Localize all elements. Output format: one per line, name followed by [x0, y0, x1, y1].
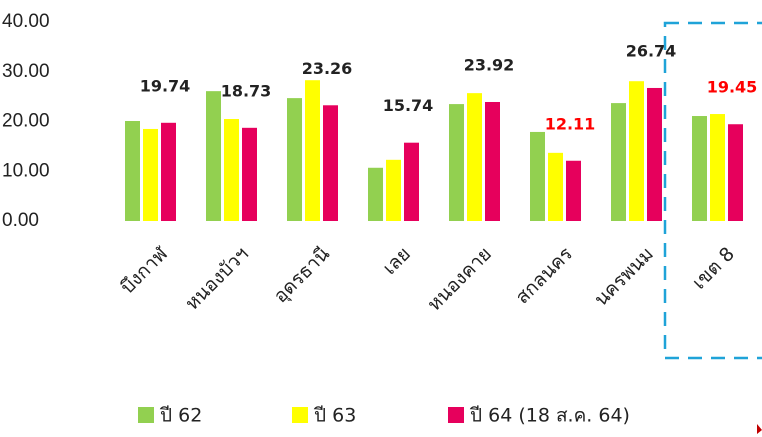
y-tick-label: 0.00: [2, 210, 39, 231]
bar: [224, 119, 239, 221]
bar: [647, 87, 662, 221]
value-label: 26.74: [626, 41, 677, 60]
value-label: 15.74: [383, 96, 434, 115]
bar: [629, 81, 644, 221]
value-label: 23.26: [302, 59, 353, 78]
bar: [728, 124, 743, 221]
highlight-box: [663, 21, 762, 360]
bar: [323, 105, 338, 221]
bar: [404, 142, 419, 221]
bar: [449, 104, 464, 221]
value-label: 18.73: [221, 81, 272, 100]
bar: [485, 101, 500, 221]
x-tick-label: เลย: [379, 243, 415, 279]
corner-mark: [757, 424, 762, 434]
bar: [710, 114, 725, 221]
legend-label: ปี 62: [159, 405, 202, 427]
value-label: 23.92: [464, 55, 515, 74]
x-tick-label: บึงกาฬ: [116, 242, 172, 298]
x-tick-label: เขต 8: [688, 243, 739, 294]
bar: [125, 121, 140, 221]
bar: [692, 116, 707, 221]
bar: [467, 93, 482, 221]
bar: [242, 127, 257, 221]
bar: [611, 103, 626, 221]
y-tick-label: 20.00: [2, 111, 50, 132]
bar: [143, 128, 158, 221]
value-label: 19.74: [140, 76, 191, 95]
bar: [206, 91, 221, 221]
bar: [287, 98, 302, 221]
legend-swatch: [448, 407, 464, 423]
bar: [386, 159, 401, 221]
bar: [368, 167, 383, 221]
x-tick-label: หนองบัวฯ: [181, 243, 253, 315]
bar: [161, 122, 176, 221]
x-tick-label: นครพนม: [590, 243, 658, 311]
legend-swatch: [292, 407, 308, 423]
x-tick-label: อุดรธานี: [269, 243, 334, 308]
legend-label: ปี 63: [313, 405, 356, 427]
x-tick-label: หนองคาย: [423, 243, 496, 316]
x-tick-label: สกลนคร: [511, 243, 577, 309]
bar: [548, 152, 563, 221]
value-label: 19.45: [707, 78, 758, 97]
y-tick-label: 10.00: [2, 160, 50, 181]
legend-label: ปี 64 (18 ส.ค. 64): [469, 405, 630, 427]
legend-swatch: [138, 407, 154, 423]
bar: [305, 80, 320, 222]
bar: [566, 160, 581, 221]
bar: [530, 131, 545, 221]
y-tick-label: 40.00: [2, 11, 50, 32]
y-tick-label: 30.00: [2, 61, 50, 82]
value-label: 12.11: [545, 114, 596, 133]
